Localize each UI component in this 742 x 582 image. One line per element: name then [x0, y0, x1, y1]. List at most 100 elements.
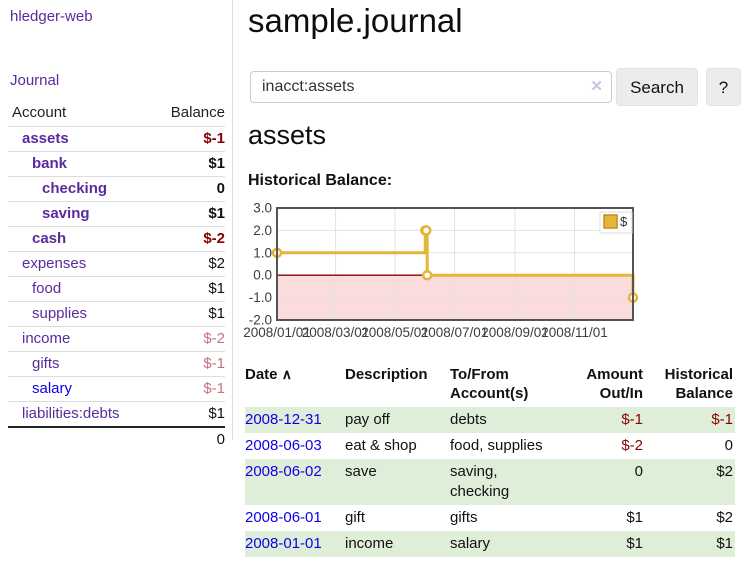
help-button[interactable]: ?	[706, 68, 741, 106]
transaction-balance: $1	[645, 531, 735, 557]
account-balance: 0	[150, 176, 225, 202]
balance-column-header: Historical Balance	[664, 366, 733, 402]
transaction-amount: $-1	[580, 407, 645, 433]
account-link-gifts[interactable]: gifts	[32, 355, 60, 372]
account-balance: $-2	[150, 326, 225, 352]
historical-balance-chart: 3.0 2.0 1.0 0.0 -1.0 -2.0 2008/01/01 2008/03/01…	[243, 201, 643, 349]
search-button[interactable]: Search	[616, 68, 698, 106]
svg-text:2008/01/01: 2008/01/01	[243, 325, 311, 340]
transaction-date-link[interactable]: 2008-06-02	[245, 463, 322, 480]
amount-column-header: Amount Out/In	[586, 366, 643, 402]
accounts-table-header: Account Balance	[8, 100, 225, 127]
sort-ascending-icon: ∧	[281, 366, 292, 382]
svg-text:2008/07/01: 2008/07/01	[421, 325, 489, 340]
svg-text:2008/03/01: 2008/03/01	[302, 325, 370, 340]
svg-text:0.0: 0.0	[253, 268, 272, 283]
account-balance: $1	[150, 201, 225, 227]
account-row: assets $-1	[8, 126, 225, 152]
chart-title: Historical Balance:	[248, 172, 393, 189]
account-balance: $1	[150, 301, 225, 327]
sidebar-item-journal[interactable]: Journal	[10, 72, 60, 89]
accounts-table: Account Balance assets $-1 bank $1 check…	[8, 100, 225, 452]
accounts-column-header: To/From Account(s)	[450, 366, 529, 402]
account-link-food[interactable]: food	[32, 280, 62, 297]
transaction-accounts: gifts	[450, 509, 478, 526]
transaction-date-link[interactable]: 2008-12-31	[245, 411, 322, 428]
transaction-description: pay off	[345, 407, 450, 433]
account-link-liabilities-debts[interactable]: liabilities:debts	[22, 405, 120, 422]
account-balance: $1	[150, 151, 225, 177]
account-row: saving $1	[8, 201, 225, 227]
brand-link[interactable]: hledger-web	[10, 8, 93, 25]
account-row: income $-2	[8, 326, 225, 352]
account-balance: $-1	[150, 126, 225, 152]
balance-column-header: Balance	[170, 104, 225, 121]
accounts-total-row: 0	[8, 426, 225, 452]
account-heading: assets	[248, 120, 327, 150]
transaction-amount: $1	[626, 509, 643, 526]
svg-text:2.0: 2.0	[253, 223, 272, 238]
svg-text:-1.0: -1.0	[249, 290, 272, 305]
transaction-balance: $-1	[645, 407, 735, 433]
page-title: sample.journal	[248, 2, 463, 39]
account-link-salary[interactable]: salary	[32, 380, 73, 397]
svg-text:1.0: 1.0	[253, 245, 272, 260]
transaction-date-link[interactable]: 2008-01-01	[245, 535, 322, 552]
transaction-description: save	[345, 459, 450, 505]
transaction-description: gift	[345, 509, 366, 526]
register-table: Date ∧ Description To/From Account(s) Am…	[245, 360, 735, 557]
main-content: sample.journal ✕ Search ? assets Histori…	[243, 0, 742, 582]
transaction-balance: $2	[716, 509, 733, 526]
account-balance: $-1	[150, 351, 225, 377]
transaction-date-link[interactable]: 2008-06-03	[245, 437, 322, 454]
account-row: bank $1	[8, 151, 225, 177]
account-row: salary $-1	[8, 376, 225, 402]
transaction-accounts: food, supplies	[450, 437, 543, 454]
account-link-income[interactable]: income	[22, 330, 71, 347]
account-balance: $-2	[150, 226, 225, 252]
search-form: ✕ Search ?	[245, 68, 742, 106]
transaction-description: eat & shop	[345, 437, 417, 454]
transaction-description: income	[345, 531, 450, 557]
transaction-amount: $1	[580, 531, 645, 557]
transaction-balance: $2	[645, 459, 735, 505]
register-row: 2008-01-01 income salary $1 $1	[245, 531, 735, 557]
svg-text:3.0: 3.0	[253, 201, 272, 216]
svg-text:2008/05/01: 2008/05/01	[361, 325, 429, 340]
svg-text:-2.0: -2.0	[249, 313, 272, 328]
account-row: food $1	[8, 276, 225, 302]
search-box: ✕	[250, 71, 612, 103]
transaction-amount: $-2	[621, 437, 643, 454]
account-link-supplies[interactable]: supplies	[32, 305, 88, 322]
account-link-saving[interactable]: saving	[42, 205, 90, 222]
date-column-header[interactable]: Date ∧	[245, 366, 292, 383]
transaction-date-link[interactable]: 2008-06-01	[245, 509, 322, 526]
account-balance: $2	[150, 251, 225, 277]
account-row: supplies $1	[8, 301, 225, 327]
account-balance: $1	[150, 401, 225, 427]
transaction-accounts: saving, checking	[450, 459, 580, 505]
account-balance: $1	[150, 276, 225, 302]
account-row: gifts $-1	[8, 351, 225, 377]
account-link-expenses[interactable]: expenses	[22, 255, 87, 272]
account-column-header: Account	[12, 104, 67, 121]
register-row: 2008-06-02 save saving, checking 0 $2	[245, 459, 735, 505]
clear-search-icon[interactable]: ✕	[590, 78, 603, 95]
accounts-total-value: 0	[150, 426, 225, 452]
account-link-checking[interactable]: checking	[42, 180, 108, 197]
account-link-assets[interactable]: assets	[22, 130, 69, 147]
account-row: expenses $2	[8, 251, 225, 277]
account-row: checking 0	[8, 176, 225, 202]
transaction-accounts: salary	[450, 531, 580, 557]
account-balance: $-1	[150, 376, 225, 402]
account-link-cash[interactable]: cash	[32, 230, 67, 247]
register-row: 2008-06-03 eat & shop food, supplies $-2…	[245, 433, 735, 459]
account-link-bank[interactable]: bank	[32, 155, 68, 172]
search-input[interactable]	[252, 73, 597, 101]
register-row: 2008-12-31 pay off debts $-1 $-1	[245, 407, 735, 433]
transaction-accounts: debts	[450, 407, 580, 433]
register-header-row: Date ∧ Description To/From Account(s) Am…	[245, 360, 735, 407]
register-row: 2008-06-01 gift gifts $1 $2	[245, 505, 735, 531]
svg-text:2008/09/01: 2008/09/01	[481, 325, 549, 340]
